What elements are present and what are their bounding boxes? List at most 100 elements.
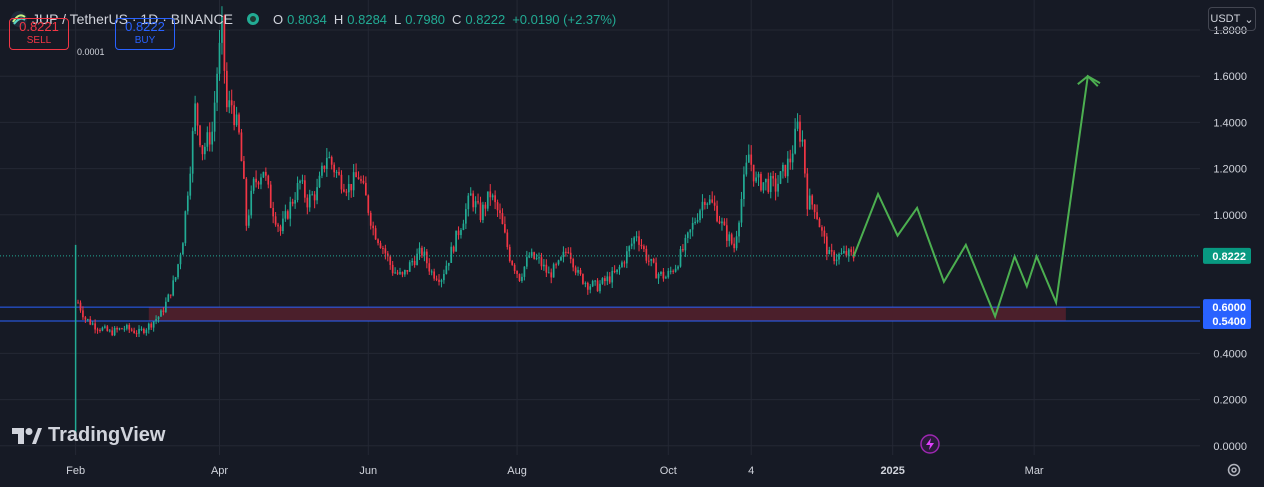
candle-body: [140, 328, 143, 330]
candle-body: [360, 179, 362, 181]
x-tick-label: Aug: [507, 465, 527, 477]
candle-body: [286, 211, 289, 219]
candle-body: [374, 228, 377, 240]
candle-body: [740, 199, 743, 223]
candle-body: [338, 171, 340, 175]
candle-body: [243, 161, 245, 179]
candle-body: [513, 264, 516, 271]
buy-price: 0.8222: [125, 19, 165, 34]
candle-body: [84, 317, 87, 320]
candle-body: [784, 164, 787, 177]
candle-body: [557, 260, 560, 265]
candle-body: [745, 162, 748, 175]
candle-body: [106, 326, 109, 332]
candle-body: [591, 281, 594, 287]
currency-select[interactable]: USDT ⌄: [1208, 7, 1256, 31]
last-price-label: 0.8222: [1212, 251, 1246, 263]
candle-body: [169, 294, 172, 296]
candle-body: [655, 262, 657, 279]
candle-body: [747, 154, 750, 163]
candle-body: [299, 180, 301, 184]
settings-gear-icon[interactable]: [1226, 462, 1242, 478]
candle-body: [413, 261, 416, 266]
symbol-title[interactable]: JUP / TetherUS · 1D · BINANCE: [32, 11, 233, 27]
candle-body: [545, 264, 548, 273]
candle-body: [89, 319, 92, 325]
candle-body: [501, 213, 504, 225]
candle-body: [577, 270, 579, 273]
candle-body: [565, 251, 567, 253]
candle-body: [352, 172, 355, 191]
y-tick-label: 0.0000: [1213, 441, 1247, 453]
candle-body: [467, 195, 470, 210]
candle-body: [228, 100, 231, 108]
candle-body: [789, 158, 792, 163]
candle-body: [82, 310, 84, 318]
candle-body: [521, 276, 523, 281]
candle-body: [304, 180, 306, 198]
lightning-icon[interactable]: [920, 434, 940, 454]
currency-label: USDT: [1210, 13, 1241, 25]
candle-body: [196, 103, 199, 126]
candle-body: [674, 268, 677, 272]
sell-price: 0.8221: [19, 19, 59, 34]
candle-body: [504, 224, 506, 233]
y-tick-label: 1.6000: [1213, 71, 1247, 83]
last-price-label-bg: [1203, 247, 1251, 264]
candle-body: [586, 282, 589, 290]
candle-body: [267, 175, 270, 185]
candle-body: [506, 232, 509, 247]
candle-body: [547, 272, 550, 274]
candle-body: [777, 183, 779, 192]
candle-body: [179, 254, 182, 265]
buy-button[interactable]: 0.8222 BUY: [115, 18, 175, 50]
candle-body: [511, 261, 514, 265]
candle-body: [323, 165, 326, 170]
candle-body: [177, 264, 179, 278]
jup-logo-icon: [11, 11, 27, 27]
candle-body: [835, 259, 838, 262]
candle-body: [755, 177, 757, 182]
candle-body: [272, 207, 275, 217]
candle-body: [321, 165, 323, 176]
candle-body: [743, 174, 745, 200]
candle-body: [182, 243, 184, 255]
candle-body: [394, 272, 396, 274]
candle-body: [567, 252, 570, 254]
projection-line: [852, 74, 1101, 320]
candle-body: [294, 200, 296, 204]
candle-body: [152, 321, 155, 328]
candle-body: [782, 164, 784, 172]
candle-body: [774, 178, 777, 192]
candle-body: [438, 279, 440, 282]
candle-body: [518, 273, 521, 281]
zone-low-label-bg: [1203, 313, 1251, 330]
candle-body: [406, 270, 409, 272]
candle-body: [838, 254, 840, 260]
candle-body: [552, 264, 555, 278]
candle-body: [601, 278, 604, 284]
candle-body: [543, 264, 545, 267]
candle-body: [694, 221, 696, 223]
candle-body: [238, 114, 240, 133]
open-value: 0.8034: [287, 11, 327, 27]
candle-body: [604, 278, 606, 282]
candle-body: [669, 270, 672, 272]
candle-body: [484, 204, 487, 209]
sell-button[interactable]: 0.8221 SELL: [9, 18, 69, 50]
candle-body: [701, 201, 704, 211]
y-tick-label: 0.2000: [1213, 395, 1247, 407]
candle-body: [384, 248, 387, 254]
candle-body: [599, 283, 601, 292]
candle-body: [435, 278, 438, 280]
candle-body: [672, 270, 675, 272]
candle-body: [474, 201, 477, 208]
candle-body: [665, 277, 667, 279]
candle-body: [821, 227, 823, 231]
candle-body: [399, 272, 401, 274]
candle-body: [708, 199, 711, 204]
candle-body: [133, 330, 135, 334]
candle-body: [647, 260, 650, 262]
candle-body: [335, 171, 338, 173]
